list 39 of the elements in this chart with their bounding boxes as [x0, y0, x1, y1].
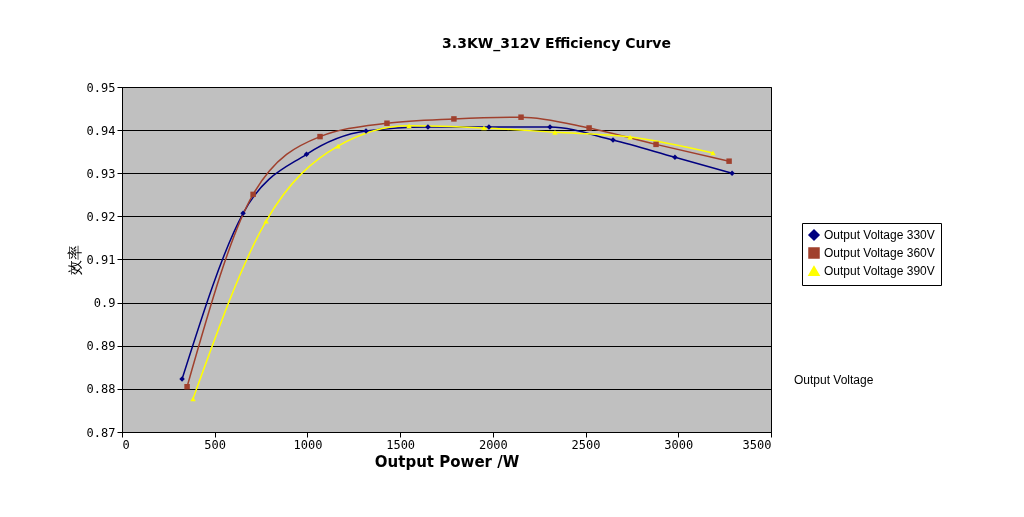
point: [729, 170, 735, 176]
chart-title: 3.3KW_312V Efficiency Curve: [442, 35, 671, 52]
x-tick-label: 2000: [478, 437, 508, 452]
point: [451, 116, 457, 122]
x-tick-label: 3000: [664, 437, 694, 452]
legend-label: Output Voltage 390V: [824, 264, 935, 278]
y-tick-label: 0.92: [86, 209, 116, 224]
x-tick-label: 1000: [293, 437, 323, 452]
text: Output Voltage: [794, 373, 874, 387]
point: [317, 133, 323, 140]
y-tick-label: 0.91: [86, 253, 116, 267]
legend-label: Output Voltage 330V: [824, 228, 935, 242]
x-tick-label: 1500: [386, 437, 416, 452]
y-axis-title: 效率: [65, 245, 84, 275]
y-tick-label: 0.87: [86, 425, 116, 440]
point: [726, 158, 732, 164]
y-tick-label: 0.9: [93, 296, 116, 311]
x-tick-label: 3500: [742, 437, 772, 452]
x-tick-label: 2500: [571, 437, 601, 452]
point: [672, 154, 678, 161]
x-tick-label: 0: [122, 437, 130, 452]
point: [384, 120, 390, 126]
y-tick-label: 0.94: [86, 123, 116, 138]
point: [184, 383, 190, 390]
x-axis-title: Output Power /W: [374, 452, 520, 471]
point: [653, 141, 659, 148]
point: [190, 396, 196, 402]
point: [250, 191, 256, 198]
point: [586, 125, 592, 131]
y-tick-label: 0.89: [86, 339, 116, 354]
y-tick-label: 0.88: [86, 382, 116, 397]
point: [240, 210, 246, 217]
point: [552, 129, 558, 135]
legend-label: Output Voltage 360V: [824, 246, 935, 260]
point: [518, 114, 524, 120]
y-tick-label: 0.95: [86, 80, 116, 95]
point: [406, 123, 412, 129]
y-tick-label: 0.93: [86, 166, 116, 181]
x-tick-label: 500: [204, 437, 227, 452]
